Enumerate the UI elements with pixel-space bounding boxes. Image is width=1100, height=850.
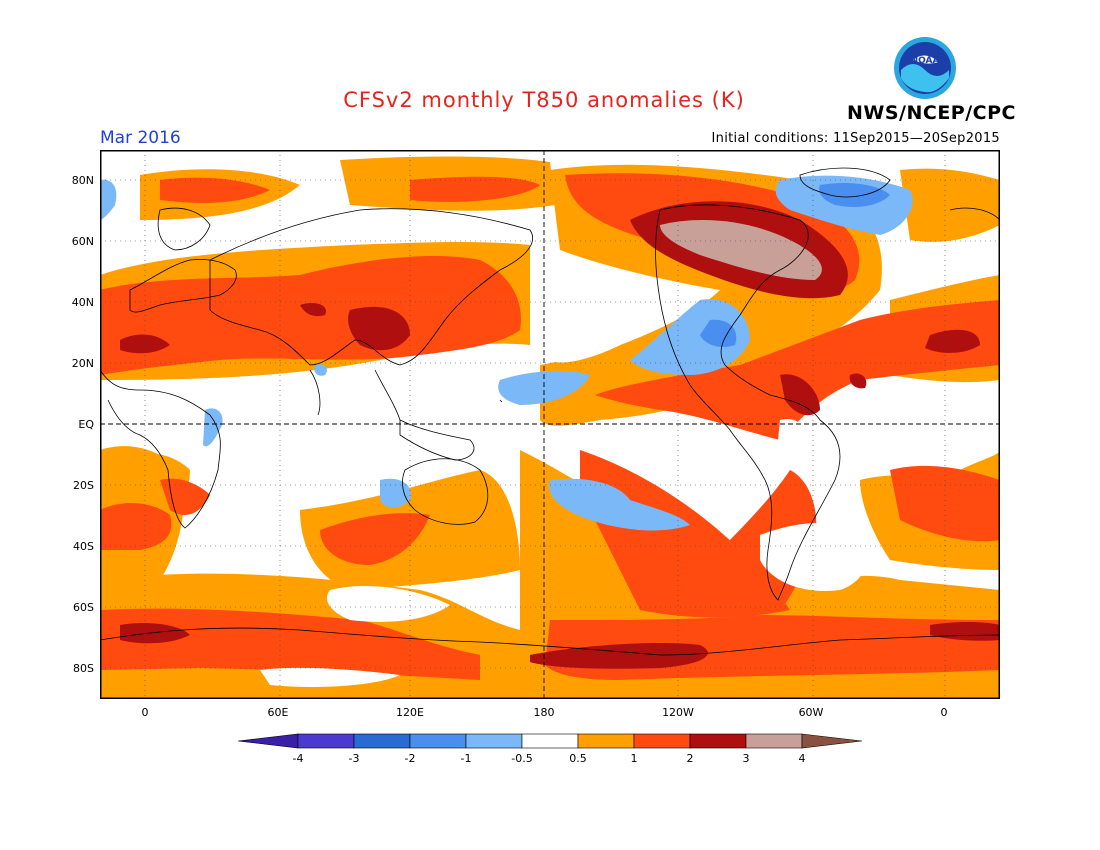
colorbar-label: -4: [292, 752, 304, 765]
lat-label: 40N: [71, 296, 94, 309]
anomaly-map: [100, 150, 1000, 699]
anomaly-fill-near-zero: [260, 245, 869, 687]
lat-label: 80N: [71, 174, 94, 187]
lon-label: 180: [533, 706, 555, 719]
anomaly-fill-3-to-4: [660, 220, 822, 280]
colorbar: [238, 733, 862, 749]
colorbar-segment: [689, 733, 747, 749]
colorbar-segment: [521, 733, 579, 749]
colorbar-label: 2: [686, 752, 694, 765]
colorbar-segment: [353, 733, 411, 749]
graticule: [100, 150, 1000, 699]
agency-label: NWS/NCEP/CPC: [847, 102, 1016, 124]
colorbar-label: 3: [742, 752, 750, 765]
colorbar-label: -0.5: [511, 752, 533, 765]
colorbar-label: -2: [404, 752, 416, 765]
lat-label: 20N: [71, 357, 94, 370]
lon-label: 120E: [396, 706, 424, 719]
map-border: [100, 150, 1000, 699]
colorbar-segment: [238, 733, 299, 749]
colorbar-label: 4: [798, 752, 806, 765]
colorbar-segment: [409, 733, 467, 749]
colorbar-label: -1: [460, 752, 472, 765]
initial-conditions-label: Initial conditions: 11Sep2015—20Sep2015: [711, 131, 1000, 146]
lon-label: 120W: [662, 706, 694, 719]
colorbar-label: -3: [348, 752, 360, 765]
lon-label: 60W: [798, 706, 824, 719]
lat-label: 20S: [73, 479, 94, 492]
colorbar-segments: [238, 733, 862, 749]
colorbar-label: 1: [630, 752, 638, 765]
lat-label: 80S: [73, 662, 94, 675]
forecast-period: Mar 2016: [100, 128, 181, 148]
lat-label: 60S: [73, 601, 94, 614]
colorbar-label: 0.5: [569, 752, 587, 765]
lat-label: 40S: [73, 540, 94, 553]
noaa-logo: NOAA: [894, 37, 956, 99]
colorbar-segment: [297, 733, 355, 749]
colorbar-segment: [465, 733, 523, 749]
anomaly-fill-neg-2-to-neg-1: [590, 183, 890, 347]
lon-label: 0: [940, 706, 948, 719]
lon-label: 60E: [267, 706, 289, 719]
logo-text: NOAA: [911, 56, 940, 66]
lat-label: EQ: [78, 418, 94, 431]
colorbar-segment: [745, 733, 803, 749]
lon-label: 0: [141, 706, 149, 719]
map-title: CFSv2 monthly T850 anomalies (K): [343, 88, 745, 112]
colorbar-segment: [577, 733, 635, 749]
colorbar-segment: [633, 733, 691, 749]
lat-label: 60N: [71, 235, 94, 248]
colorbar-segment: [801, 733, 862, 749]
